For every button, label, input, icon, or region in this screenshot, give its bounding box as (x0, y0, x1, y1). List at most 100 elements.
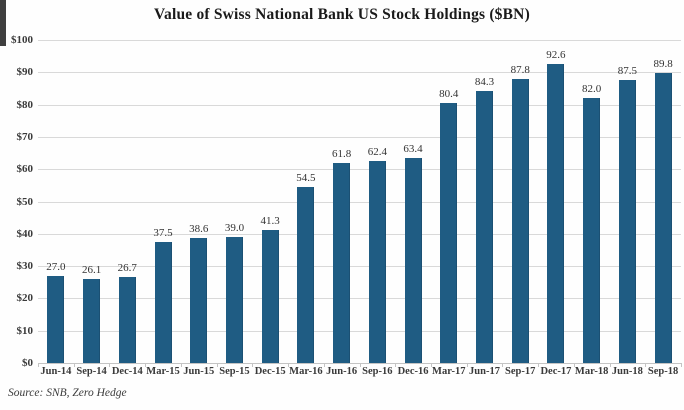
x-tick-label: Sep-16 (362, 366, 393, 377)
x-tick-mark (216, 363, 218, 367)
bar-value-label: 84.3 (474, 75, 495, 88)
x-tick-mark (73, 363, 75, 367)
gridline-90 (38, 72, 681, 74)
x-tick-mark (252, 363, 254, 367)
x-tick-mark (502, 363, 504, 367)
bar-column-Mar-16: 54.5 (288, 40, 324, 363)
bar (225, 237, 243, 363)
bar (547, 63, 565, 363)
bar (47, 275, 65, 363)
bar-column-Jun-15: 38.6 (181, 40, 217, 363)
bar-column-Mar-18: 82.0 (574, 40, 610, 363)
y-tick-label: $60 (16, 163, 34, 176)
source-note: Source: SNB, Zero Hedge (8, 387, 127, 399)
x-tick-mark (323, 363, 325, 367)
bar (118, 276, 136, 363)
bar-value-label: 37.5 (153, 226, 173, 239)
bar-value-label: 41.3 (260, 214, 280, 227)
x-tick-mark (609, 363, 611, 367)
gridline-30 (38, 266, 681, 268)
x-tick-mark (430, 363, 432, 367)
x-tick-label: Dec-17 (540, 366, 572, 377)
x-tick-label: Mar-15 (146, 366, 180, 377)
bar (297, 186, 315, 363)
bar-value-label: 54.5 (296, 171, 316, 184)
x-tick-mark (466, 363, 468, 367)
x-tick-label: Sep-17 (505, 366, 536, 377)
y-tick-label: $20 (16, 292, 34, 305)
gridline-50 (38, 201, 681, 203)
bar (190, 238, 208, 363)
x-tick-mark (395, 363, 397, 367)
y-tick-label: $40 (16, 227, 34, 240)
bar-column-Jun-16: 61.8 (324, 40, 360, 363)
bar (511, 79, 529, 363)
y-tick-label: $30 (16, 260, 34, 273)
gridline-80 (38, 104, 681, 106)
bar-column-Sep-14: 26.1 (74, 40, 110, 363)
x-tick-mark (538, 363, 540, 367)
gridline-20 (38, 298, 681, 300)
x-tick-label: Dec-14 (111, 366, 143, 377)
bar (583, 98, 601, 363)
bar-column-Jun-18: 87.5 (610, 40, 646, 363)
bar-value-label: 62.4 (367, 146, 387, 159)
x-tick-mark (109, 363, 111, 367)
x-tick-mark (359, 363, 361, 367)
x-tick-label: Mar-16 (289, 366, 323, 377)
bar-value-label: 80.4 (439, 88, 459, 101)
x-tick-mark (681, 363, 682, 367)
bar-value-label: 61.8 (331, 148, 352, 161)
bar-value-label: 89.8 (653, 57, 673, 70)
bar (368, 161, 386, 363)
x-tick-mark (180, 363, 182, 367)
gridline-10 (38, 330, 681, 332)
bar-column-Dec-14: 26.7 (109, 40, 145, 363)
bar (440, 103, 458, 363)
x-tick-label: Sep-15 (219, 366, 250, 377)
bar (154, 241, 172, 363)
crop-artifact (0, 0, 6, 46)
x-tick-mark (38, 363, 39, 367)
bar (404, 158, 422, 363)
y-tick-label: $90 (16, 66, 34, 79)
y-tick-label: $100 (11, 34, 33, 46)
x-tick-mark (145, 363, 147, 367)
bar (475, 90, 493, 363)
bar-value-label: 38.6 (189, 223, 209, 236)
x-tick-mark (645, 363, 647, 367)
bar-column-Jun-17: 84.3 (467, 40, 503, 363)
bar-column-Sep-16: 62.4 (359, 40, 395, 363)
gridline-70 (38, 136, 681, 138)
gridline-60 (38, 169, 681, 171)
bar-value-label: 87.8 (510, 64, 530, 77)
x-tick-label: Jun-16 (326, 366, 358, 377)
gridline-100 (38, 40, 681, 41)
chart-title: Value of Swiss National Bank US Stock Ho… (154, 6, 530, 23)
bar-column-Dec-17: 92.6 (538, 40, 574, 363)
bar-value-label: 26.7 (117, 261, 137, 274)
x-tick-label: Dec-16 (397, 366, 429, 377)
x-tick-label: Sep-14 (76, 366, 107, 377)
bars-layer: 27.0 26.1 26.7 37.5 38.6 39.0 41.3 54.5 61.8 62.4… (38, 40, 681, 363)
x-tick-label: Mar-17 (432, 366, 466, 377)
bar-value-label: 63.4 (403, 143, 423, 156)
x-tick-label: Jun-15 (183, 366, 215, 377)
x-tick-label: Jun-17 (469, 366, 500, 377)
bar-column-Sep-17: 87.8 (502, 40, 538, 363)
bar-value-label: 39.0 (224, 222, 245, 235)
y-tick-label: $0 (22, 357, 33, 369)
bar (83, 278, 101, 363)
y-tick-label: $10 (16, 324, 34, 337)
x-tick-mark (573, 363, 575, 367)
x-tick-label: Jun-14 (40, 366, 72, 377)
x-tick-label: Sep-18 (647, 366, 679, 377)
bar-column-Mar-15: 37.5 (145, 40, 181, 363)
x-axis-labels: Jun-14 Sep-14 Dec-14 Mar-15 Jun-15 Sep-15 Dec-… (38, 366, 681, 377)
bar-value-label: 82.0 (582, 83, 602, 96)
y-tick-label: $70 (16, 130, 34, 143)
plot-area: 27.0 26.1 26.7 37.5 38.6 39.0 41.3 54.5 61.8 62.4… (38, 40, 682, 367)
bar-value-label: 87.5 (617, 65, 637, 78)
bar-column-Dec-15: 41.3 (252, 40, 288, 363)
